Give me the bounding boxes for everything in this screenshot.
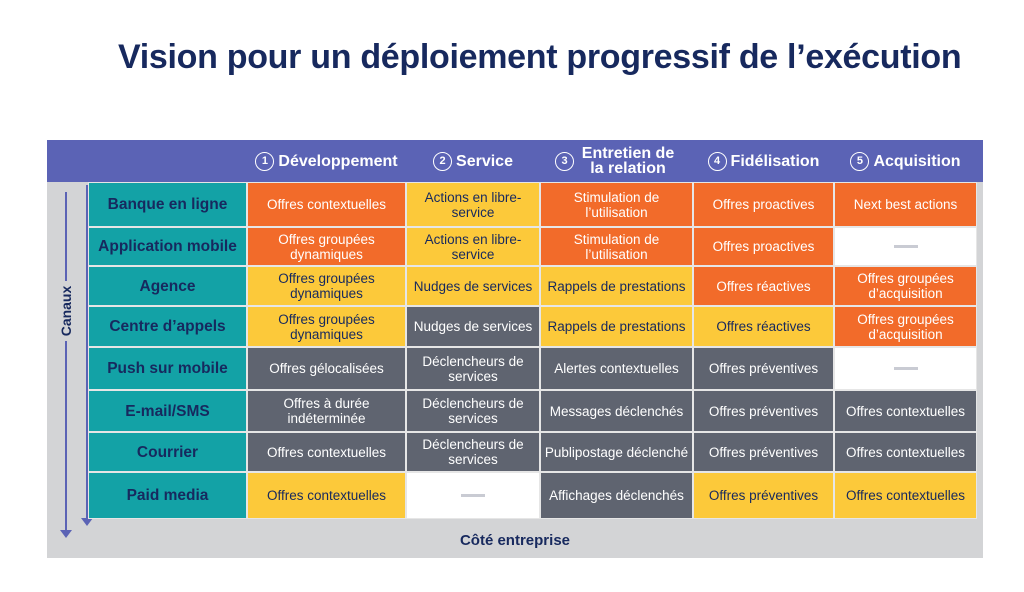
channel-label: Paid media — [88, 472, 247, 519]
empty-dash-icon — [893, 245, 918, 248]
matrix-cell: Offres gélocalisées — [247, 347, 406, 390]
matrix-cell: Offres réactives — [693, 266, 834, 306]
step-number-icon: 4 — [707, 151, 727, 171]
channel-label: E-mail/SMS — [88, 390, 247, 432]
step-number-icon: 3 — [555, 151, 574, 171]
matrix-cell: Offres groupées dynamiques — [247, 266, 406, 306]
matrix-cell: Rappels de prestations — [540, 306, 693, 347]
matrix-cell: Nudges de services — [406, 266, 540, 306]
empty-dash-icon — [893, 367, 918, 370]
matrix-cell: Alertes contextuelles — [540, 347, 693, 390]
matrix-cell: Offres préventives — [693, 472, 834, 519]
column-header-1: 1 Développement — [247, 140, 406, 182]
matrix-cell: Affichages déclenchés — [540, 472, 693, 519]
matrix-cell: Offres groupées d’acquisition — [834, 306, 977, 347]
matrix-cell: Actions en libre-service — [406, 227, 540, 266]
arrow-down-icon — [60, 530, 72, 538]
matrix-cell: Offres contextuelles — [247, 432, 406, 472]
matrix-cell: Rappels de prestations — [540, 266, 693, 306]
matrix-cell: Offres contextuelles — [834, 390, 977, 432]
axis-label-company: Côté entreprise — [459, 532, 571, 549]
step-number-icon: 2 — [433, 151, 453, 171]
column-label: Fidélisation — [730, 152, 820, 170]
matrix-cell: Actions en libre-service — [406, 182, 540, 227]
matrix-cell: Offres préventives — [693, 347, 834, 390]
matrix-cell: Offres groupées d’acquisition — [834, 266, 977, 306]
matrix-cell: Next best actions — [834, 182, 977, 227]
matrix-cell: Offres préventives — [693, 432, 834, 472]
matrix-cell: Offres à durée indéterminée — [247, 390, 406, 432]
channel-label: Centre d’appels — [88, 306, 247, 347]
company-axis-arrow — [86, 185, 88, 520]
channel-label: Banque en ligne — [88, 182, 247, 227]
column-label: Développement — [278, 152, 398, 170]
matrix-cell: Déclencheurs de services — [406, 390, 540, 432]
axis-label-channels: Canaux — [58, 281, 74, 341]
channels-axis-arrow — [65, 192, 67, 532]
matrix-cell: Stimulation de l’utilisation — [540, 227, 693, 266]
matrix-cell: Publipostage déclenché — [540, 432, 693, 472]
matrix-cell: Déclencheurs de services — [406, 432, 540, 472]
matrix-cell: Déclencheurs de services — [406, 347, 540, 390]
step-number-icon: 1 — [255, 151, 275, 171]
channel-label: Agence — [88, 266, 247, 306]
matrix-cell: Offres contextuelles — [834, 472, 977, 519]
column-header-2: 2 Service — [406, 140, 540, 182]
column-label: Entretien de la relation — [581, 145, 675, 177]
matrix-cell — [834, 227, 977, 266]
matrix-cell — [406, 472, 540, 519]
column-header-5: 5 Acquisition — [834, 140, 977, 182]
matrix-cell: Offres groupées dynamiques — [247, 227, 406, 266]
channel-label: Courrier — [88, 432, 247, 472]
column-header-4: 4 Fidélisation — [693, 140, 834, 182]
matrix-cell — [834, 347, 977, 390]
column-label: Service — [456, 152, 513, 170]
channel-label: Application mobile — [88, 227, 247, 266]
matrix-cell: Nudges de services — [406, 306, 540, 347]
empty-dash-icon — [461, 494, 485, 497]
matrix-cell: Messages déclenchés — [540, 390, 693, 432]
header-bar — [47, 140, 983, 182]
arrow-down-icon — [81, 518, 93, 526]
matrix-cell: Offres contextuelles — [247, 182, 406, 227]
matrix-cell: Offres contextuelles — [247, 472, 406, 519]
channel-label: Push sur mobile — [88, 347, 247, 390]
matrix-cell: Offres réactives — [693, 306, 834, 347]
matrix-cell: Offres groupées dynamiques — [247, 306, 406, 347]
matrix-cell: Offres contextuelles — [834, 432, 977, 472]
page-title: Vision pour un déploiement progressif de… — [118, 38, 962, 76]
matrix-cell: Offres proactives — [693, 182, 834, 227]
matrix-cell: Offres préventives — [693, 390, 834, 432]
matrix-cell: Stimulation de l’utilisation — [540, 182, 693, 227]
step-number-icon: 5 — [850, 151, 870, 171]
column-label: Acquisition — [873, 152, 961, 170]
matrix-cell: Offres proactives — [693, 227, 834, 266]
column-header-3: 3 Entretien de la relation — [540, 140, 693, 182]
